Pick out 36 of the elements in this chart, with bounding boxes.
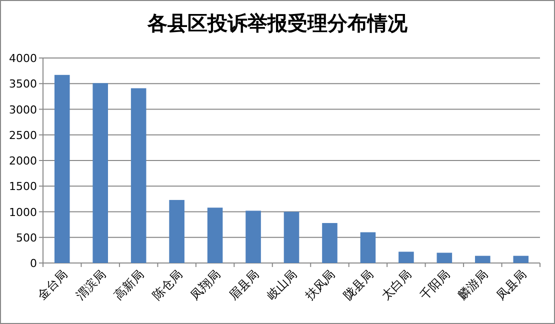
y-tick-label: 0 [30,257,37,270]
bar [207,208,223,263]
x-tick-label: 眉县局 [226,267,262,303]
bar [92,83,108,263]
bar [360,232,376,263]
y-tick-label: 2500 [9,128,37,142]
x-tick-label: 扶风局 [302,267,338,304]
bar [513,256,529,263]
x-tick-label: 岐山局 [264,267,300,303]
y-tick-label: 4000 [9,52,37,65]
x-tick-label: 凤翔局 [188,267,224,303]
x-tick-label: 金台局 [34,267,70,303]
bar [398,252,414,263]
x-tick-label: 千阳局 [417,267,453,303]
y-tick-label: 3000 [9,103,37,116]
y-tick-label: 2000 [9,154,37,168]
bar [436,252,452,263]
y-tick-label: 1000 [9,206,37,219]
bar [284,212,300,263]
bar [246,210,261,263]
x-tick-label: 太白局 [378,267,414,303]
x-tick-label: 陇县局 [340,267,376,303]
y-tick-label: 3500 [9,78,37,91]
x-tick-label: 陈仓局 [150,267,185,303]
y-tick-label: 500 [16,231,37,244]
bar [169,200,184,263]
x-tick-label: 高新局 [111,267,147,303]
x-tick-label: 凤县局 [494,267,530,303]
bar [322,223,338,263]
x-tick-label: 渭滨局 [73,267,108,303]
bar [54,74,70,263]
bar [475,256,490,263]
x-tick-label: 麟游局 [455,267,491,303]
bar [130,88,146,263]
y-tick-label: 1500 [9,180,37,194]
chart-title: 各县区投诉举报受理分布情况 [146,11,408,35]
